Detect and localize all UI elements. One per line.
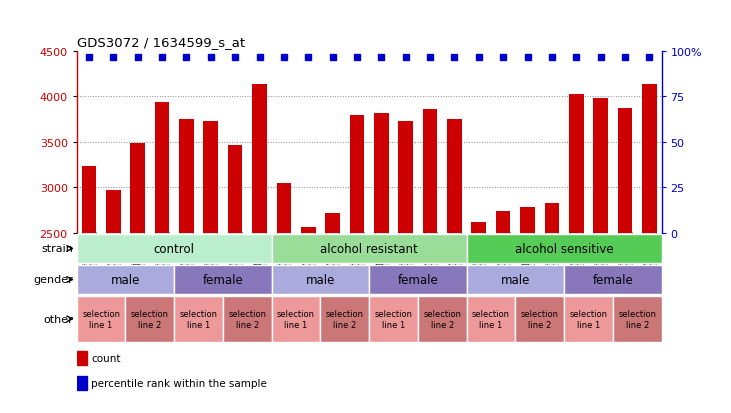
Bar xyxy=(618,109,632,233)
Text: selection
line 2: selection line 2 xyxy=(326,309,364,329)
Bar xyxy=(130,143,145,233)
Text: female: female xyxy=(202,273,243,286)
Bar xyxy=(325,214,340,233)
Bar xyxy=(223,296,272,342)
Text: selection
line 1: selection line 1 xyxy=(82,309,120,329)
Text: percentile rank within the sample: percentile rank within the sample xyxy=(91,378,268,388)
Bar xyxy=(349,115,364,233)
Bar xyxy=(77,296,126,342)
Bar xyxy=(613,296,662,342)
Bar xyxy=(77,234,272,264)
Bar xyxy=(369,265,466,295)
Text: alcohol sensitive: alcohol sensitive xyxy=(515,242,613,255)
Text: selection
line 1: selection line 1 xyxy=(374,309,412,329)
Bar xyxy=(369,296,418,342)
Bar xyxy=(301,228,316,233)
Bar xyxy=(252,85,267,233)
Bar xyxy=(520,208,535,233)
Bar xyxy=(272,296,320,342)
Text: strain: strain xyxy=(41,244,73,254)
Bar xyxy=(447,120,462,233)
Bar xyxy=(496,211,510,233)
Bar xyxy=(564,265,662,295)
Bar xyxy=(564,296,613,342)
Bar xyxy=(515,296,564,342)
Bar xyxy=(272,265,369,295)
Text: selection
line 2: selection line 2 xyxy=(228,309,266,329)
Text: selection
line 2: selection line 2 xyxy=(618,309,656,329)
Text: male: male xyxy=(306,273,335,286)
Bar xyxy=(466,234,662,264)
Bar xyxy=(77,351,87,365)
Text: gender: gender xyxy=(34,275,73,285)
Bar xyxy=(77,376,87,390)
Bar xyxy=(155,102,170,233)
Text: count: count xyxy=(91,354,121,363)
Bar xyxy=(398,121,413,233)
Bar xyxy=(82,167,96,233)
Text: female: female xyxy=(592,273,633,286)
Bar xyxy=(594,99,608,233)
Bar xyxy=(545,203,559,233)
Bar xyxy=(418,296,466,342)
Bar xyxy=(228,146,243,233)
Bar xyxy=(642,84,656,233)
Bar xyxy=(569,94,583,233)
Text: selection
line 1: selection line 1 xyxy=(569,309,607,329)
Bar xyxy=(471,223,486,233)
Bar xyxy=(179,120,194,233)
Bar xyxy=(276,183,291,233)
Text: selection
line 2: selection line 2 xyxy=(423,309,461,329)
Bar xyxy=(374,114,389,233)
Text: other: other xyxy=(43,314,73,324)
Bar xyxy=(423,110,437,233)
Text: control: control xyxy=(154,242,194,255)
Text: female: female xyxy=(398,273,439,286)
Text: selection
line 1: selection line 1 xyxy=(180,309,218,329)
Text: male: male xyxy=(111,273,140,286)
Text: selection
line 2: selection line 2 xyxy=(520,309,558,329)
Bar xyxy=(466,265,564,295)
Text: selection
line 1: selection line 1 xyxy=(472,309,510,329)
Bar xyxy=(126,296,174,342)
Text: male: male xyxy=(501,273,530,286)
Text: selection
line 1: selection line 1 xyxy=(277,309,315,329)
Text: selection
line 2: selection line 2 xyxy=(131,309,169,329)
Bar xyxy=(272,234,466,264)
Bar xyxy=(174,296,223,342)
Bar xyxy=(77,265,174,295)
Bar xyxy=(466,296,515,342)
Bar xyxy=(106,191,121,233)
Text: GDS3072 / 1634599_s_at: GDS3072 / 1634599_s_at xyxy=(77,36,245,49)
Bar xyxy=(320,296,369,342)
Bar xyxy=(203,121,218,233)
Bar xyxy=(174,265,272,295)
Text: alcohol resistant: alcohol resistant xyxy=(320,242,418,255)
